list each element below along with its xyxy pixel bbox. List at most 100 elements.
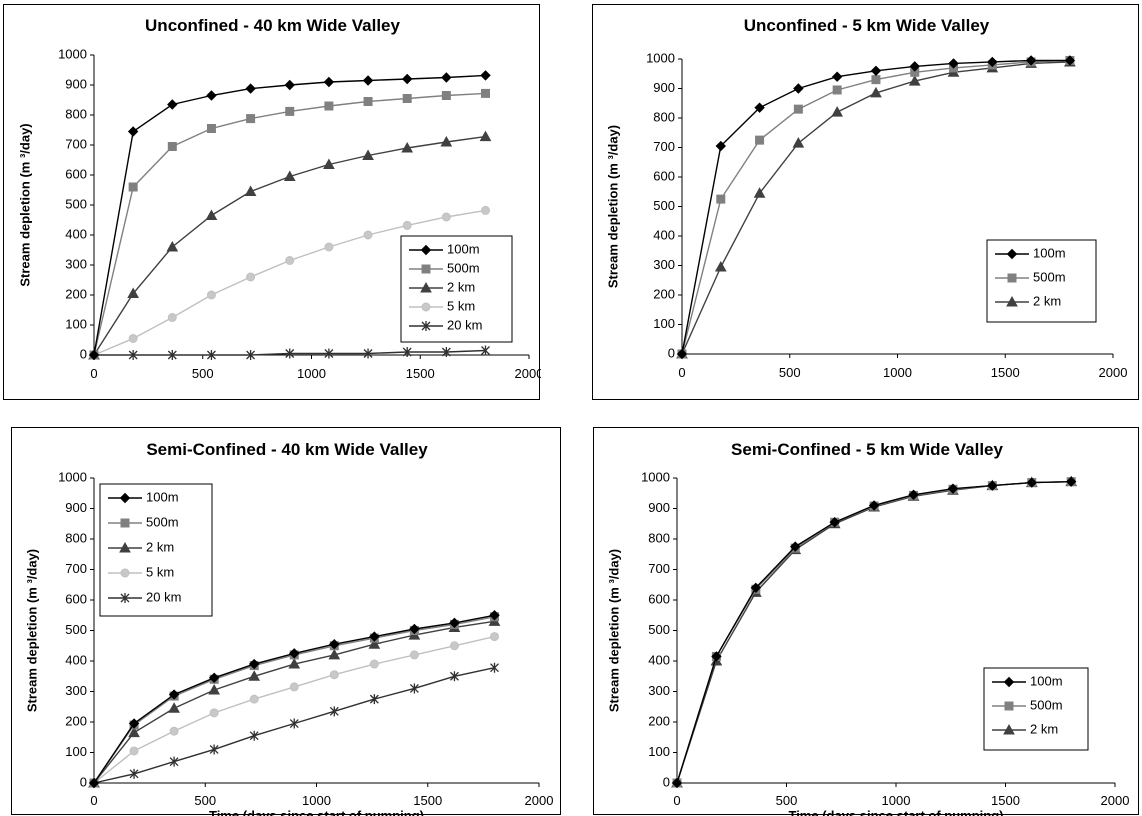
- data-point-100m: [868, 500, 880, 511]
- chart-unconfined-40km: Unconfined - 40 km Wide Valley Stream dep…: [17, 16, 541, 381]
- x-tick-label: 2000: [525, 793, 554, 808]
- y-tick-label: 200: [648, 713, 670, 728]
- chart-title: Semi-Confined - 40 km Wide Valley: [146, 440, 428, 459]
- legend-label-100m: 100m: [146, 489, 179, 504]
- data-point-20-km: [128, 350, 138, 360]
- data-point-2-km: [288, 658, 301, 669]
- data-point-2-km: [831, 106, 844, 117]
- chart-panel-semiconfined-40km: Semi-Confined - 40 km Wide Valley Stream …: [11, 427, 561, 816]
- y-tick-label: 500: [648, 622, 670, 637]
- y-tick-label: 600: [648, 591, 670, 606]
- data-point-5-km: [369, 659, 379, 669]
- legend-marker-2-km: [119, 541, 131, 553]
- data-point-20-km: [169, 756, 179, 767]
- legend-marker-500m: [1007, 273, 1017, 283]
- y-tick-label: 200: [653, 286, 675, 301]
- data-point-500m: [441, 91, 451, 100]
- data-point-500m: [324, 101, 334, 111]
- legend-marker-20-km: [421, 321, 431, 331]
- data-point-20-km: [249, 730, 259, 741]
- data-point-20-km: [289, 718, 299, 729]
- legend-label-500m: 500m: [447, 260, 480, 275]
- data-point-2-km: [368, 638, 381, 649]
- data-point-100m: [167, 99, 178, 110]
- y-tick-label: 400: [65, 226, 87, 241]
- x-tick-label: 1500: [991, 365, 1020, 380]
- data-point-2-km: [166, 240, 179, 252]
- data-point-5-km: [169, 726, 179, 736]
- data-point-100m: [948, 58, 959, 69]
- y-tick-label: 200: [65, 286, 87, 301]
- legend: 100m 500m 2 km 5 km 20 km: [99, 483, 213, 617]
- data-point-5-km: [209, 708, 219, 718]
- legend: 100m 500m 2 km: [986, 239, 1097, 323]
- data-point-2-km: [870, 86, 882, 98]
- data-point-5-km: [449, 641, 459, 651]
- y-tick-label: 300: [653, 257, 675, 272]
- legend: 100m 500m 2 km: [983, 667, 1089, 751]
- data-point-2-km: [479, 130, 492, 142]
- data-point-500m: [363, 97, 373, 106]
- data-point-5-km: [329, 670, 339, 680]
- x-tick-label: 1000: [882, 793, 911, 808]
- legend-label-500m: 500m: [1030, 697, 1063, 712]
- data-point-100m: [715, 140, 726, 152]
- data-point-100m: [88, 777, 100, 789]
- legend-label-500m: 500m: [1033, 269, 1066, 284]
- data-point-500m: [402, 94, 412, 103]
- data-point-100m: [829, 517, 840, 528]
- y-tick-label: 1000: [646, 50, 675, 65]
- x-tick-label: 1500: [406, 366, 435, 381]
- data-point-5-km: [481, 205, 490, 215]
- data-point-100m: [671, 777, 683, 789]
- data-point-100m: [441, 72, 452, 83]
- data-point-5-km: [167, 313, 177, 322]
- data-point-100m: [206, 90, 217, 101]
- data-point-500m: [755, 135, 765, 145]
- legend-label-2-km: 2 km: [1030, 721, 1058, 736]
- data-point-20-km: [402, 347, 412, 357]
- data-point-100m: [947, 483, 959, 494]
- data-point-2-km: [205, 209, 218, 220]
- series-100m: [88, 70, 491, 361]
- data-point-500m: [716, 194, 726, 204]
- legend: 100m 500m 2 km 5 km 20 km: [400, 235, 513, 343]
- y-tick-label: 700: [65, 136, 87, 151]
- x-tick-label: 500: [776, 793, 798, 808]
- data-point-2-km: [714, 260, 727, 272]
- y-tick-label: 100: [648, 744, 670, 759]
- chart-panel-unconfined-40km: Unconfined - 40 km Wide Valley Stream dep…: [3, 4, 541, 400]
- x-tick-label: 1000: [302, 793, 331, 808]
- legend-marker-5-km: [120, 568, 130, 578]
- data-point-20-km: [449, 671, 459, 682]
- data-point-5-km: [363, 230, 373, 240]
- data-point-100m: [831, 71, 843, 82]
- y-tick-label: 0: [80, 774, 87, 789]
- legend-marker-100m: [119, 492, 131, 504]
- data-point-20-km: [167, 350, 177, 360]
- x-tick-label: 0: [90, 793, 97, 808]
- series-5-km: [89, 205, 490, 360]
- data-point-100m: [480, 70, 491, 81]
- legend-marker-20-km: [120, 593, 130, 603]
- data-point-100m: [369, 631, 380, 642]
- x-tick-label: 500: [779, 365, 801, 380]
- data-point-2-km: [248, 670, 261, 681]
- y-tick-label: 200: [65, 713, 87, 728]
- y-tick-label: 500: [653, 198, 675, 213]
- chart-semiconfined-40km: Semi-Confined - 40 km Wide Valley Stream …: [24, 440, 554, 816]
- chart-panel-unconfined-5km: Unconfined - 5 km Wide Valley Stream depl…: [592, 4, 1139, 400]
- data-point-100m: [489, 610, 500, 621]
- y-tick-label: 0: [668, 345, 675, 360]
- data-point-100m: [909, 61, 920, 72]
- data-point-100m: [323, 76, 335, 88]
- data-point-2-km: [168, 702, 180, 713]
- x-tick-label: 0: [673, 793, 680, 808]
- data-point-2-km: [328, 648, 341, 660]
- data-point-100m: [870, 65, 882, 77]
- data-point-100m: [711, 651, 722, 662]
- series-100m: [671, 476, 1077, 789]
- y-tick-label: 400: [65, 652, 87, 667]
- data-point-500m: [246, 114, 256, 124]
- data-point-5-km: [402, 220, 412, 230]
